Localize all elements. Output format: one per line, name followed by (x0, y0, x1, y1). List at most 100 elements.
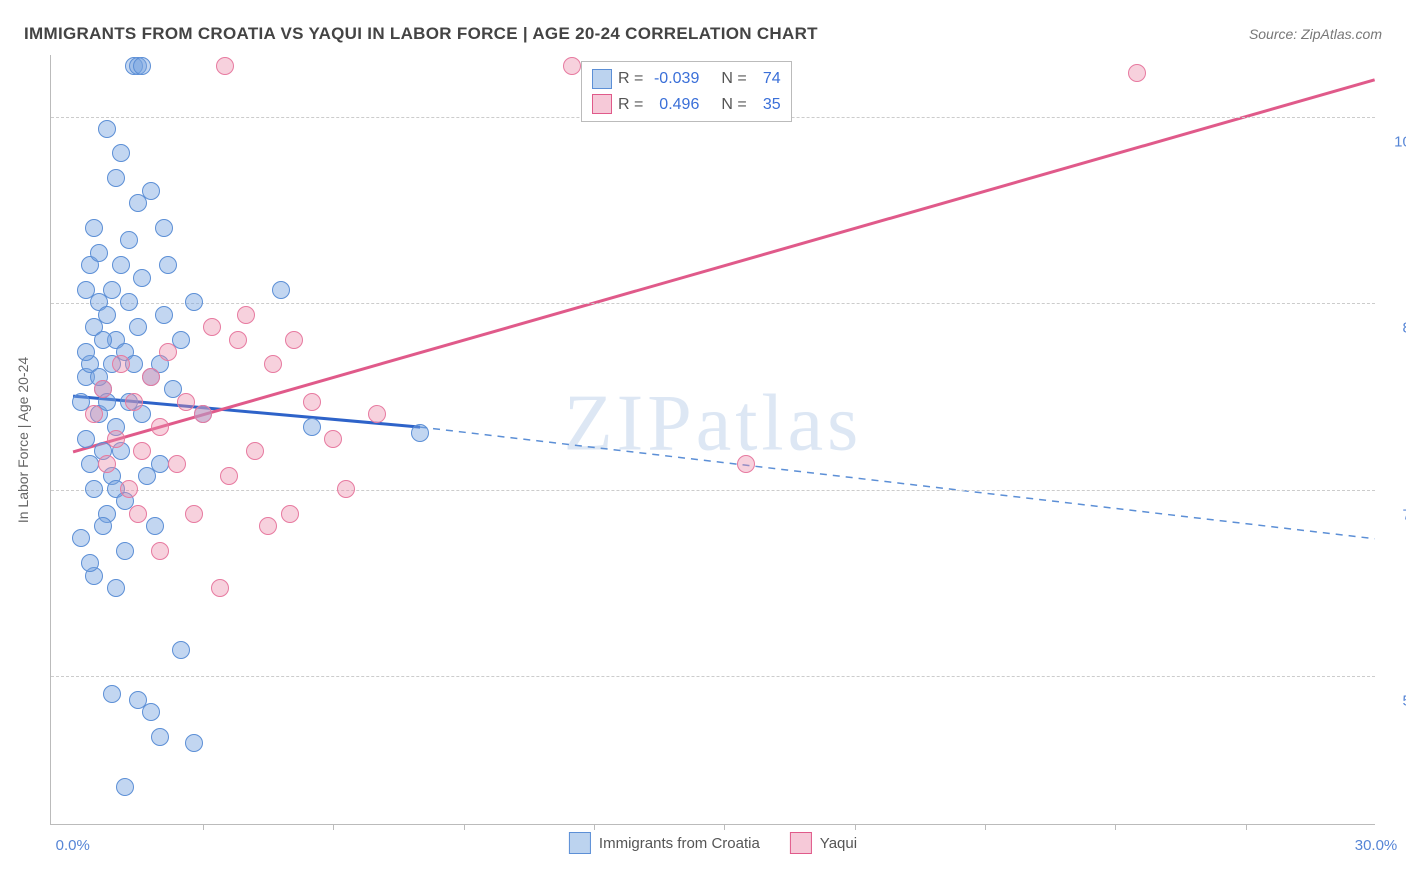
gridline-h (51, 303, 1375, 304)
data-point (112, 355, 130, 373)
y-tick-label: 85.0% (1385, 320, 1406, 337)
data-point (185, 505, 203, 523)
data-point (411, 424, 429, 442)
data-point (98, 120, 116, 138)
data-point (177, 393, 195, 411)
data-point (368, 405, 386, 423)
legend-label: Immigrants from Croatia (599, 835, 760, 852)
data-point (324, 430, 342, 448)
data-point (107, 579, 125, 597)
data-point (155, 306, 173, 324)
data-point (264, 355, 282, 373)
r-label: R = (618, 92, 643, 118)
data-point (211, 579, 229, 597)
data-point (133, 442, 151, 460)
data-point (237, 306, 255, 324)
data-point (94, 517, 112, 535)
gridline-h (51, 490, 1375, 491)
data-point (155, 219, 173, 237)
gridline-h (51, 676, 1375, 677)
data-point (77, 281, 95, 299)
stats-row: R =-0.039N =74 (592, 66, 781, 92)
data-point (281, 505, 299, 523)
data-point (94, 380, 112, 398)
data-point (220, 467, 238, 485)
series-swatch (592, 69, 612, 89)
data-point (94, 331, 112, 349)
data-point (259, 517, 277, 535)
data-point (185, 734, 203, 752)
data-point (151, 542, 169, 560)
data-point (107, 430, 125, 448)
data-point (112, 256, 130, 274)
x-tick (1115, 824, 1116, 830)
n-value: 74 (753, 66, 781, 92)
data-point (90, 244, 108, 262)
x-axis-label: 0.0% (56, 837, 90, 854)
x-axis-label: 30.0% (1355, 837, 1398, 854)
data-point (77, 430, 95, 448)
data-point (229, 331, 247, 349)
data-point (185, 293, 203, 311)
stats-row: R =0.496N =35 (592, 92, 781, 118)
data-point (151, 418, 169, 436)
data-point (142, 368, 160, 386)
chart-title: IMMIGRANTS FROM CROATIA VS YAQUI IN LABO… (24, 24, 818, 44)
data-point (120, 293, 138, 311)
stats-legend: R =-0.039N =74R =0.496N =35 (581, 61, 792, 122)
data-point (98, 455, 116, 473)
x-tick (594, 824, 595, 830)
data-point (142, 703, 160, 721)
legend-item: Yaqui (790, 832, 857, 854)
data-point (120, 480, 138, 498)
watermark: ZIPatlas (564, 379, 863, 470)
n-label: N = (721, 66, 746, 92)
y-tick-label: 55.0% (1385, 692, 1406, 709)
data-point (337, 480, 355, 498)
trend-lines-layer (51, 55, 1375, 824)
data-point (216, 57, 234, 75)
data-point (172, 641, 190, 659)
data-point (116, 778, 134, 796)
series-swatch (790, 832, 812, 854)
plot-area: In Labor Force | Age 20-24 ZIPatlas 55.0… (50, 55, 1375, 825)
data-point (285, 331, 303, 349)
trend-line (73, 80, 1375, 452)
r-label: R = (618, 66, 643, 92)
data-point (303, 393, 321, 411)
data-point (107, 169, 125, 187)
data-point (146, 517, 164, 535)
data-point (77, 343, 95, 361)
data-point (168, 455, 186, 473)
data-point (125, 393, 143, 411)
data-point (1128, 64, 1146, 82)
data-point (159, 343, 177, 361)
data-point (138, 467, 156, 485)
x-tick (985, 824, 986, 830)
data-point (85, 405, 103, 423)
y-axis-title: In Labor Force | Age 20-24 (15, 356, 31, 522)
x-tick (855, 824, 856, 830)
data-point (98, 306, 116, 324)
legend-item: Immigrants from Croatia (569, 832, 760, 854)
data-point (85, 219, 103, 237)
x-tick (1246, 824, 1247, 830)
x-tick (333, 824, 334, 830)
trend-line (420, 427, 1374, 539)
data-point (72, 529, 90, 547)
source-label: Source: ZipAtlas.com (1249, 26, 1382, 42)
data-point (129, 318, 147, 336)
y-tick-label: 70.0% (1385, 506, 1406, 523)
series-swatch (592, 94, 612, 114)
data-point (81, 554, 99, 572)
data-point (563, 57, 581, 75)
data-point (85, 480, 103, 498)
data-point (103, 281, 121, 299)
data-point (246, 442, 264, 460)
x-tick (464, 824, 465, 830)
data-point (133, 269, 151, 287)
data-point (159, 256, 177, 274)
title-bar: IMMIGRANTS FROM CROATIA VS YAQUI IN LABO… (24, 24, 1382, 44)
n-label: N = (721, 92, 746, 118)
y-tick-label: 100.0% (1385, 134, 1406, 151)
